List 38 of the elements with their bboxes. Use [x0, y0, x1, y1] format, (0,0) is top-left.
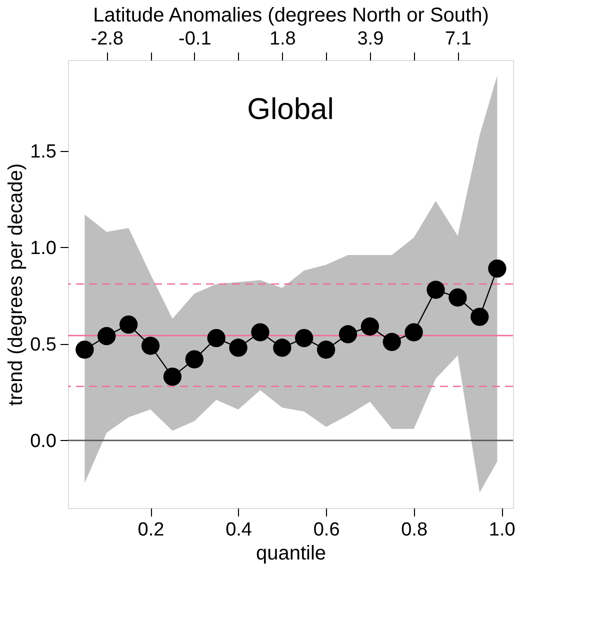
- y-axis-title: trend (degrees per decade): [5, 163, 28, 406]
- text: Global: [247, 93, 334, 126]
- x-axis-title: quantile: [256, 542, 326, 564]
- x-tick-label: 1.0: [488, 520, 516, 540]
- point: [338, 325, 358, 344]
- point: [273, 338, 292, 357]
- point: [470, 308, 489, 326]
- x2-axis-title: Latitude Anomalies (degrees North or South): [93, 4, 489, 26]
- y-tick-label: 1.5: [30, 141, 56, 162]
- x-tick-label: 0.2: [138, 520, 164, 540]
- point: [251, 323, 270, 342]
- annotation: 1.8: [269, 28, 296, 50]
- y-tick-label: 0.5: [30, 334, 56, 356]
- point: [76, 340, 94, 359]
- x-tick-label: 0.6: [313, 520, 340, 540]
- annotation: 7.1: [444, 28, 472, 50]
- point: [185, 350, 204, 368]
- point: [316, 340, 336, 359]
- x-tick-label: 0.8: [401, 520, 428, 540]
- y-tick-label: 0.0: [30, 430, 56, 452]
- annotation: -0.1: [178, 28, 212, 50]
- point: [382, 332, 401, 351]
- point: [163, 368, 182, 386]
- point: [404, 323, 423, 342]
- annotation: 3.9: [357, 28, 384, 50]
- point: [295, 329, 314, 348]
- y-tick-label: 1.0: [30, 238, 56, 259]
- annotation: -2.8: [90, 28, 124, 50]
- point: [98, 327, 116, 346]
- point: [207, 329, 226, 348]
- point: [119, 315, 138, 334]
- x-tick-label: 0.4: [226, 520, 252, 540]
- point: [360, 317, 380, 336]
- point: [448, 288, 467, 307]
- point: [488, 259, 506, 278]
- point: [426, 280, 445, 299]
- point: [229, 338, 248, 357]
- point: [141, 336, 160, 355]
